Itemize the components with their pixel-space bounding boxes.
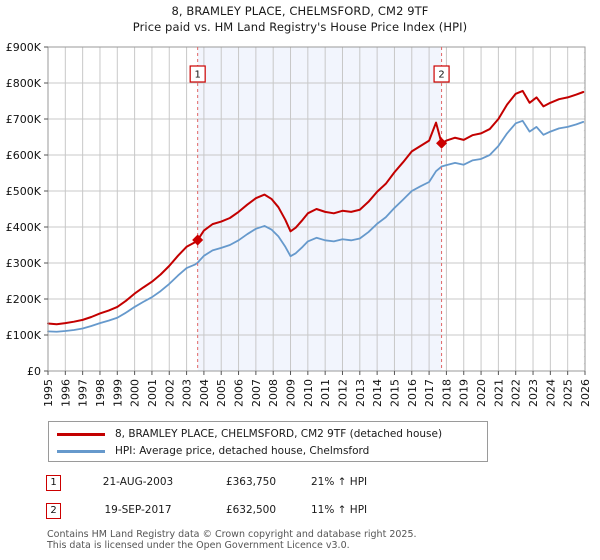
legend-item-hpi: HPI: Average price, detached house, Chel… [57,443,369,459]
x-axis-label: 2025 [562,379,575,407]
x-axis-label: 2010 [302,379,315,407]
legend-item-property: 8, BRAMLEY PLACE, CHELMSFORD, CM2 9TF (d… [57,426,442,442]
no-data-region [583,47,585,371]
x-axis-label: 2003 [181,379,194,407]
marker-point-1[interactable] [192,234,204,246]
x-axis-label: 2011 [319,379,332,407]
x-axis-label: 2004 [198,379,211,407]
y-axis-label: £100K [6,329,42,342]
x-axis-label: 1996 [59,379,72,407]
x-axis-label: 2002 [163,379,176,407]
transaction-badge-1: 1 [46,475,61,491]
transaction-hpi-delta-2: 11% ↑ HPI [311,504,368,516]
marker-badge-label-2: 2 [438,70,444,81]
x-axis-label: 2020 [475,379,488,407]
legend-swatch-hpi [57,449,105,453]
marker-badge-label-1: 1 [194,70,200,81]
plot-border [47,46,586,372]
y-axis-label: £700K [6,113,42,126]
legend-label-hpi: HPI: Average price, detached house, Chel… [115,445,370,457]
y-axis-label: £300K [6,257,42,270]
x-axis-label: 2012 [336,379,349,407]
x-axis-label: 2005 [215,379,228,407]
x-axis-label: 2009 [285,379,298,407]
x-axis-label: 2007 [250,379,263,407]
x-axis-label: 2018 [440,379,453,407]
price-history-chart: £0 £100K £200K £300K £400K £500K £600K £700K £80… [6,41,592,407]
transaction-price-1: £363,750 [225,476,277,488]
footer-line-2: This data is licensed under the Open Gov… [47,540,350,551]
chart-title: 8, BRAMLEY PLACE, CHELMSFORD, CM2 9TF [171,4,429,18]
footer-attribution: Contains HM Land Registry data © Crown c… [47,529,587,551]
y-axis-label: £900K [6,41,42,54]
x-axis-label: 1998 [94,379,107,407]
chart-legend: 8, BRAMLEY PLACE, CHELMSFORD, CM2 9TF (d… [48,421,488,462]
x-axis-label: 2000 [129,379,142,407]
x-axis-label: 2022 [510,379,523,407]
x-axis-label: 2019 [458,379,471,407]
page-title: 8, BRAMLEY PLACE, CHELMSFORD, CM2 9TF Pr… [0,3,600,35]
x-axis-label: 2014 [371,379,384,407]
y-axis-label: £800K [6,77,42,90]
chart-subtitle: Price paid vs. HM Land Registry's House … [132,20,468,34]
transaction-price-2: £632,500 [225,504,277,516]
x-axis-label: 1995 [42,379,55,407]
legend-swatch-property [57,432,105,436]
series-line-hpi [47,119,585,333]
x-axis-label: 2013 [354,379,367,407]
y-axis-label: £0 [27,365,41,378]
x-axis-label: 2016 [406,379,419,407]
legend-label-property: 8, BRAMLEY PLACE, CHELMSFORD, CM2 9TF (d… [115,428,443,440]
y-axis-label: £200K [6,293,42,306]
x-axis-label: 2017 [423,379,436,407]
transaction-hpi-delta-1: 21% ↑ HPI [311,476,368,488]
transaction-date-2: 19-SEP-2017 [104,504,172,516]
x-axis-label: 2021 [492,379,505,407]
y-axis-label: £600K [6,149,42,162]
footer-line-1: Contains HM Land Registry data © Crown c… [47,529,417,540]
transaction-badge-2: 2 [46,503,61,519]
marker-badge-1[interactable] [189,65,206,83]
x-axis-label: 2006 [233,379,246,407]
x-axis-label: 2023 [527,379,540,407]
series-line-property [47,89,585,326]
y-axis-label: £400K [6,221,42,234]
y-axis-label: £500K [6,185,42,198]
marker-badge-2[interactable] [433,65,450,83]
x-axis-label: 2008 [267,379,280,407]
x-axis-label: 1999 [111,379,124,407]
x-axis-label: 1997 [77,379,90,407]
transaction-date-1: 21-AUG-2003 [102,476,174,488]
x-axis-label: 2024 [544,379,557,407]
marker-point-2[interactable] [436,137,448,149]
x-axis-label: 2015 [388,379,401,407]
x-axis-label: 2026 [579,379,592,407]
x-axis-label: 2001 [146,379,159,407]
